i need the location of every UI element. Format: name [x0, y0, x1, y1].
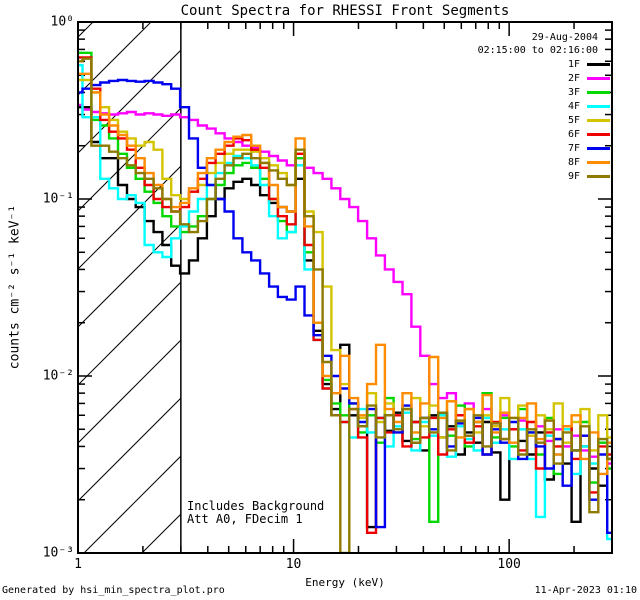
legend-label: 2F [567, 72, 580, 84]
hatch-line [78, 107, 181, 212]
series-path-7F [78, 78, 612, 534]
hatch-line [78, 397, 181, 502]
legend-swatch [587, 174, 610, 178]
series-path-5F [78, 78, 612, 452]
legend-item-6F: 6F [568, 127, 610, 141]
legend-item-5F: 5F [568, 113, 610, 127]
y-tick-label: 10⁻³ [42, 545, 74, 561]
observation-time-range: 02:15:00 to 02:16:00 [477, 45, 598, 56]
legend-label: 1F [567, 58, 580, 70]
legend-swatch [587, 104, 610, 108]
legend-item-7F: 7F [568, 141, 610, 155]
legend-label: 7F [567, 142, 580, 154]
footer-timestamp: 11-Apr-2023 01:10 [534, 585, 637, 596]
series-path-3F [78, 51, 612, 523]
legend-swatch [587, 90, 610, 94]
hatch-line [78, 339, 181, 444]
legend-swatch [587, 146, 610, 150]
x-axis-label: Energy (keV) [305, 576, 385, 589]
observation-date: 29-Aug-2004 [531, 32, 598, 43]
series-path-1F [78, 106, 612, 529]
legend-label: 3F [567, 86, 580, 98]
legend: 1F 2F 3F 4F 5F 6F 7F 8F 9F [568, 57, 610, 183]
legend-swatch [587, 76, 610, 80]
legend-item-4F: 4F [568, 99, 610, 113]
legend-swatch [587, 118, 610, 122]
hatch-line [78, 223, 181, 328]
y-tick-label: 10⁰ [50, 14, 74, 30]
y-tick-label: 10⁻² [42, 368, 74, 384]
background-note: Includes Background [187, 499, 325, 513]
observation-datetime: 29-Aug-2004 02:15:00 to 02:16:00 [478, 31, 598, 57]
legend-item-8F: 8F [568, 155, 610, 169]
legend-item-9F: 9F [568, 169, 610, 183]
legend-label: 6F [567, 128, 580, 140]
hatch-line [141, 513, 181, 553]
hatch-line [78, 281, 181, 386]
series-path-8F [78, 72, 612, 476]
plot-frame [77, 21, 613, 554]
footer-generated-by: Generated by hsi_min_spectra_plot.pro [2, 585, 225, 596]
legend-label: 9F [567, 170, 580, 182]
x-tick-label: 10 [285, 557, 302, 572]
series-path-4F [78, 64, 612, 541]
y-axis-label: counts cm⁻² s⁻¹ keV⁻¹ [7, 204, 23, 370]
legend-swatch [587, 132, 610, 136]
legend-item-1F: 1F [568, 57, 610, 71]
y-tick-label: 10⁻¹ [42, 191, 74, 207]
legend-label: 4F [567, 100, 580, 112]
series-path-6F [78, 56, 612, 534]
legend-item-2F: 2F [568, 71, 610, 85]
inplot-notes: Includes Background Att A0, FDecim 1 [187, 500, 324, 526]
series-path-9F [78, 57, 612, 553]
plot-title: Count Spectra for RHESSI Front Segments [180, 3, 510, 19]
hatch-line [83, 455, 181, 553]
series-path-2F [78, 103, 612, 465]
legend-label: 8F [567, 156, 580, 168]
legend-label: 5F [567, 114, 580, 126]
hatch-line [78, 49, 181, 154]
legend-swatch [587, 62, 610, 66]
attenuator-note: Att A0, FDecim 1 [187, 512, 303, 526]
x-tick-label: 1 [74, 557, 82, 572]
legend-item-3F: 3F [568, 85, 610, 99]
x-tick-label: 100 [497, 557, 521, 572]
legend-swatch [587, 160, 610, 164]
hatch-line [78, 22, 152, 96]
